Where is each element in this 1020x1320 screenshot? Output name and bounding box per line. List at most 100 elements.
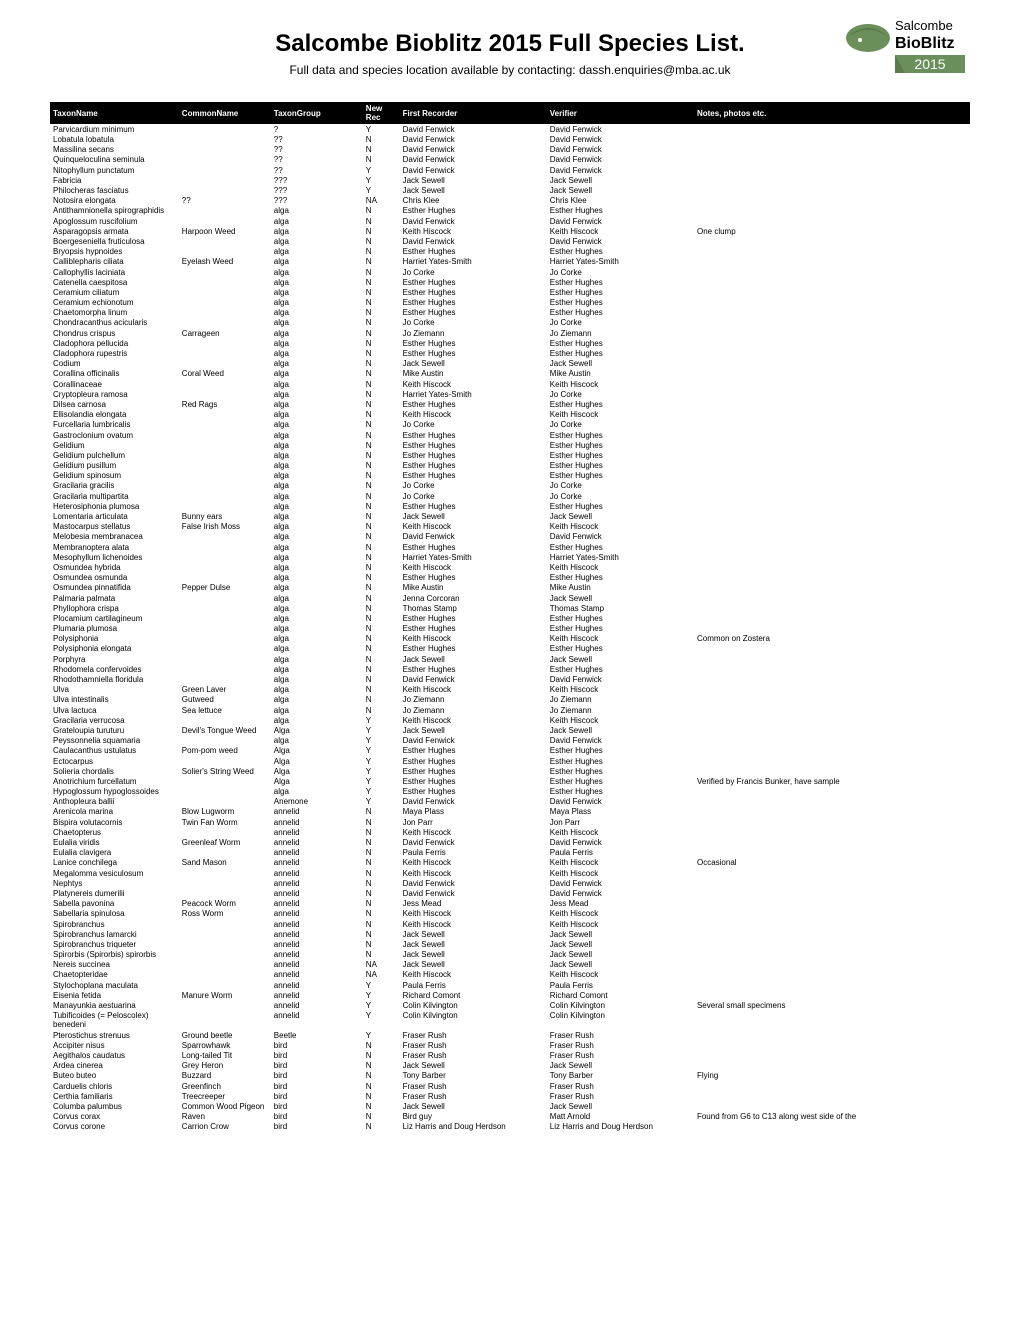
table-cell [179,532,271,542]
table-cell [694,287,970,297]
table-cell: Keith Hiscock [400,226,547,236]
table-cell: Paula Ferris [547,980,694,990]
table-cell [179,379,271,389]
table-cell: N [363,817,400,827]
table-cell: Chaetomorpha linum [50,308,179,318]
table-cell: Keith Hiscock [400,715,547,725]
table-cell: Chris Klee [400,196,547,206]
table-cell: David Fenwick [547,838,694,848]
table-cell: Cladophora rupestris [50,349,179,359]
table-cell: Keith Hiscock [547,562,694,572]
table-cell [694,827,970,837]
table-cell: N [363,827,400,837]
table-row: Polysiphonia elongataalgaNEsther HughesE… [50,644,970,654]
table-cell: Esther Hughes [400,664,547,674]
table-cell: alga [271,654,363,664]
table-cell: Esther Hughes [400,450,547,460]
table-cell: alga [271,664,363,674]
table-cell: Y [363,165,400,175]
column-header: CommonName [179,102,271,124]
table-cell: Common on Zostera [694,634,970,644]
table-cell [179,562,271,572]
table-cell [694,664,970,674]
table-cell [179,552,271,562]
table-cell: Long-tailed Tit [179,1050,271,1060]
table-cell [179,613,271,623]
table-cell: alga [271,369,363,379]
table-row: Anthopleura balliiAnemoneYDavid FenwickD… [50,797,970,807]
table-cell: alga [271,257,363,267]
table-cell: alga [271,471,363,481]
table-cell: David Fenwick [547,145,694,155]
table-cell: N [363,838,400,848]
table-cell: N [363,644,400,654]
table-cell: David Fenwick [547,155,694,165]
table-cell: Manure Worm [179,990,271,1000]
table-cell [694,481,970,491]
table-cell: Harriet Yates-Smith [400,389,547,399]
table-cell: Jo Ziemann [547,695,694,705]
table-cell: alga [271,379,363,389]
table-cell: Mike Austin [547,369,694,379]
table-cell: Esther Hughes [400,247,547,257]
table-cell: N [363,807,400,817]
table-cell: Jo Corke [400,267,547,277]
table-cell: David Fenwick [400,888,547,898]
table-cell: Antithamnionella spirographidis [50,206,179,216]
table-cell: Cladophora pellucida [50,338,179,348]
table-cell: Paula Ferris [400,848,547,858]
table-cell: Ardea cinerea [50,1061,179,1071]
table-cell [179,736,271,746]
table-cell: alga [271,481,363,491]
table-cell: Esther Hughes [547,776,694,786]
table-cell: Jack Sewell [547,359,694,369]
table-row: Ardea cinereaGrey HeronbirdNJack SewellJ… [50,1061,970,1071]
table-cell: alga [271,349,363,359]
table-cell: N [363,257,400,267]
table-cell: Spirorbis (Spirorbis) spirorbis [50,950,179,960]
table-cell [694,725,970,735]
table-cell: annelid [271,950,363,960]
table-cell: N [363,389,400,399]
table-cell: Osmundea pinnatifida [50,583,179,593]
table-cell [179,644,271,654]
table-cell: Sparrowhawk [179,1040,271,1050]
table-cell: alga [271,298,363,308]
table-cell: Esther Hughes [400,287,547,297]
table-row: Furcellaria lumbricalisalgaNJo CorkeJo C… [50,420,970,430]
table-cell [179,664,271,674]
table-cell [694,175,970,185]
table-cell: Fraser Rush [400,1040,547,1050]
table-cell: Pepper Dulse [179,583,271,593]
table-cell: alga [271,562,363,572]
table-cell: N [363,878,400,888]
table-cell: alga [271,644,363,654]
table-row: Quinqueloculina seminula??NDavid Fenwick… [50,155,970,165]
table-row: Spirobranchus triqueterannelidNJack Sewe… [50,939,970,949]
table-cell: alga [271,389,363,399]
table-cell [179,950,271,960]
table-cell: Spirobranchus lamarcki [50,929,179,939]
table-row: Spirorbis (Spirorbis) spirorbisannelidNJ… [50,950,970,960]
table-cell [179,878,271,888]
table-cell: annelid [271,858,363,868]
table-cell: Jon Parr [547,817,694,827]
table-cell: alga [271,206,363,216]
table-cell: N [363,1122,400,1132]
table-cell [179,308,271,318]
table-cell: Liz Harris and Doug Herdson [400,1122,547,1132]
table-cell: Jenna Corcoran [400,593,547,603]
table-cell [179,175,271,185]
table-cell: annelid [271,960,363,970]
table-cell [179,359,271,369]
table-row: Massilina secans??NDavid FenwickDavid Fe… [50,145,970,155]
table-cell: alga [271,573,363,583]
table-cell [179,186,271,196]
table-cell: Y [363,1030,400,1040]
table-cell: Y [363,186,400,196]
table-row: Spirobranchus lamarckiannelidNJack Sewel… [50,929,970,939]
table-cell: Mastocarpus stellatus [50,522,179,532]
table-cell [179,236,271,246]
table-cell: Jack Sewell [547,960,694,970]
table-row: Notosira elongata?????NAChris KleeChris … [50,196,970,206]
